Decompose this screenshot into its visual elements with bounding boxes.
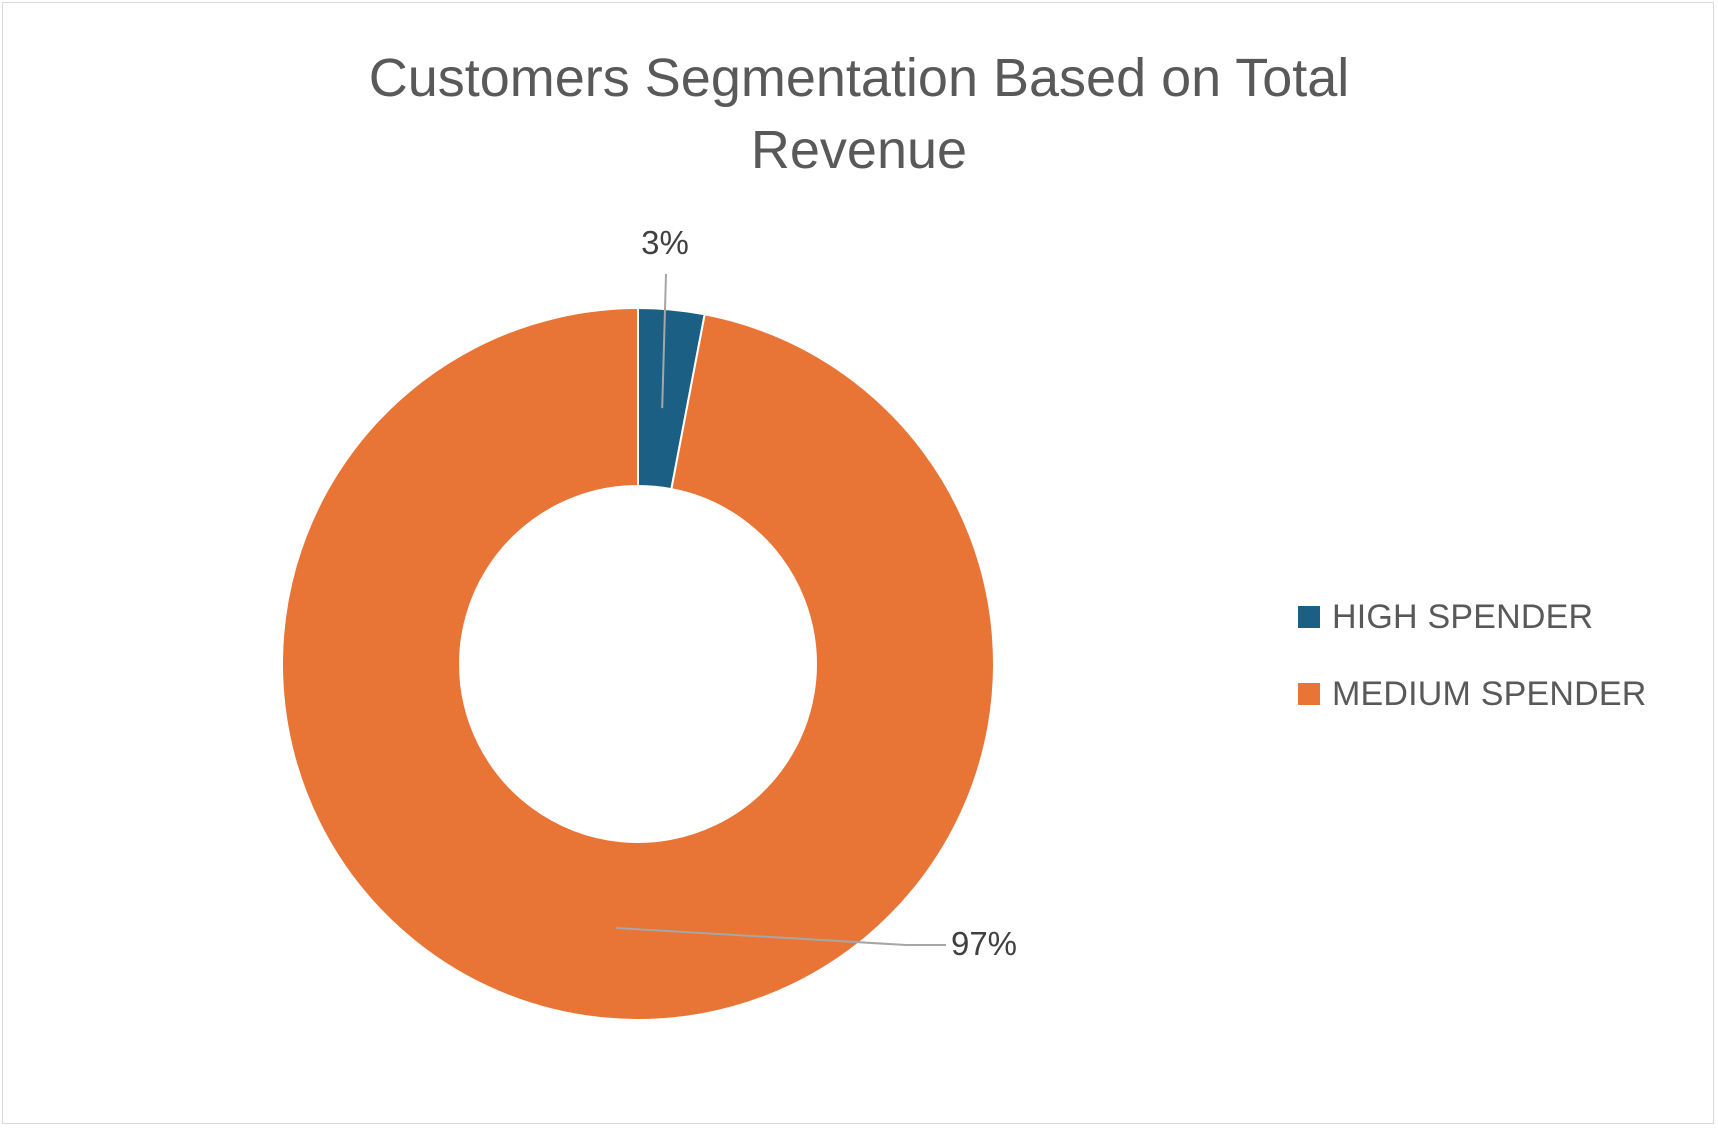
leader-line-medium-spender <box>615 927 946 946</box>
legend-swatch-high-spender <box>1298 606 1320 628</box>
data-label-high-spender: 3% <box>641 224 689 261</box>
legend: HIGH SPENDER MEDIUM SPENDER <box>1298 597 1647 751</box>
leader-lines <box>615 273 946 946</box>
legend-label-medium-spender: MEDIUM SPENDER <box>1332 674 1647 713</box>
data-labels: 3% 97% <box>641 224 1017 962</box>
leader-line-high-spender <box>661 273 667 409</box>
legend-item-medium-spender: MEDIUM SPENDER <box>1298 674 1647 714</box>
slice-medium-spender <box>281 306 995 1021</box>
legend-label-high-spender: HIGH SPENDER <box>1332 597 1594 636</box>
legend-swatch-medium-spender <box>1298 683 1320 705</box>
chart-title-text: Customers Segmentation Based on Total Re… <box>368 48 1350 180</box>
chart-title: Customers Segmentation Based on Total Re… <box>0 42 1718 186</box>
legend-item-high-spender: HIGH SPENDER <box>1298 597 1647 637</box>
doughnut-slices <box>281 306 995 1021</box>
data-label-medium-spender: 97% <box>951 925 1017 962</box>
